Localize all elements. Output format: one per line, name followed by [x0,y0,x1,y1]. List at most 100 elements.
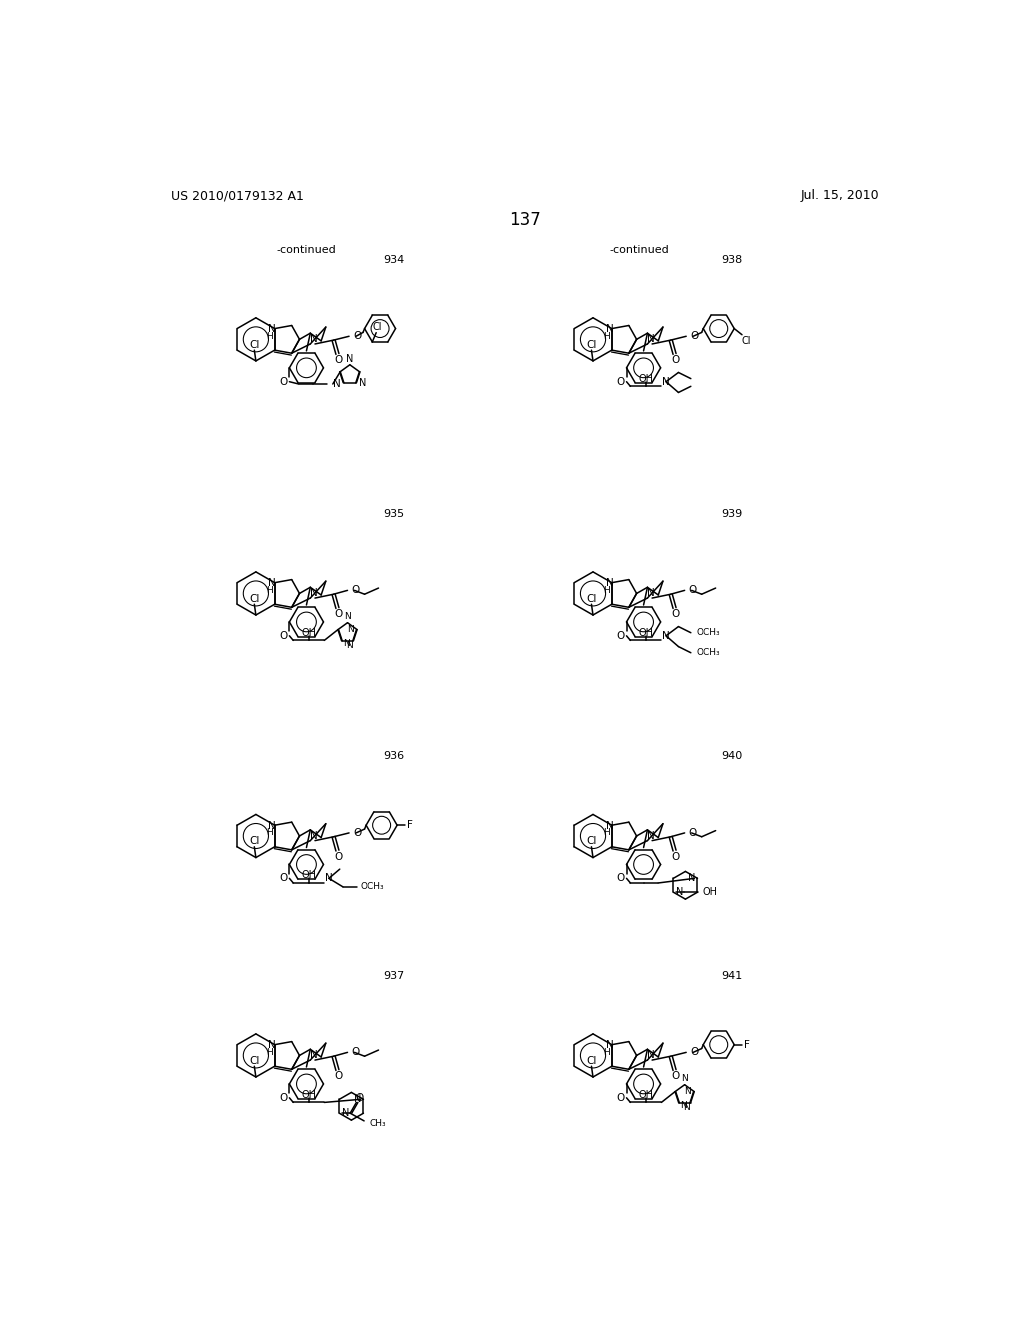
Text: N: N [342,1109,349,1118]
Text: Cl: Cl [741,335,751,346]
Text: O: O [355,1093,364,1102]
Text: 937: 937 [384,970,406,981]
Text: O: O [280,376,288,387]
Text: Cl: Cl [587,339,597,350]
Text: O: O [334,355,342,366]
Text: OH: OH [301,1090,316,1100]
Text: N: N [344,612,351,620]
Text: N: N [268,325,276,334]
Text: N: N [309,334,317,345]
Text: H: H [603,331,609,341]
Text: N: N [681,1074,688,1082]
Text: O: O [616,874,625,883]
Text: N: N [683,1104,690,1111]
Text: O: O [280,631,288,640]
Text: OH: OH [301,628,316,638]
Text: Jul. 15, 2010: Jul. 15, 2010 [801,189,880,202]
Text: N: N [343,639,349,648]
Text: N: N [605,325,613,334]
Text: N: N [346,642,353,649]
Text: -continued: -continued [609,244,670,255]
Text: N: N [647,334,654,345]
Text: H: H [266,331,272,341]
Text: O: O [616,631,625,640]
Text: Cl: Cl [249,837,259,846]
Text: Cl: Cl [249,339,259,350]
Text: O: O [334,610,342,619]
Text: N: N [309,832,317,841]
Text: O: O [690,1047,698,1057]
Text: 941: 941 [721,970,742,981]
Text: O: O [688,585,696,595]
Text: O: O [616,376,625,387]
Text: O: O [334,1072,342,1081]
Text: N: N [605,1040,613,1051]
Text: Cl: Cl [587,1056,597,1065]
Text: H: H [266,586,272,595]
Text: 934: 934 [384,255,406,264]
Text: O: O [671,610,680,619]
Text: O: O [671,851,680,862]
Text: O: O [280,874,288,883]
Text: N: N [268,578,276,589]
Text: OCH₃: OCH₃ [696,648,720,657]
Text: O: O [353,331,361,342]
Text: CH₃: CH₃ [370,1119,386,1129]
Text: OH: OH [638,1090,653,1100]
Text: OH: OH [301,870,316,880]
Text: 938: 938 [721,255,742,264]
Text: Cl: Cl [587,837,597,846]
Text: N: N [346,354,353,363]
Text: F: F [744,1040,751,1049]
Text: OCH₃: OCH₃ [696,628,720,638]
Text: Cl: Cl [249,594,259,603]
Text: O: O [671,1072,680,1081]
Text: N: N [347,626,353,634]
Text: H: H [603,1048,609,1057]
Text: O: O [671,355,680,366]
Text: O: O [690,331,698,342]
Text: H: H [603,829,609,837]
Text: Cl: Cl [373,322,383,333]
Text: N: N [605,821,613,832]
Text: Cl: Cl [587,594,597,603]
Text: O: O [351,1047,359,1057]
Text: Cl: Cl [249,1056,259,1065]
Text: N: N [309,589,317,598]
Text: O: O [280,1093,288,1102]
Text: 940: 940 [721,751,742,762]
Text: N: N [647,589,654,598]
Text: 936: 936 [384,751,404,762]
Text: US 2010/0179132 A1: US 2010/0179132 A1 [171,189,303,202]
Text: N: N [663,376,670,387]
Text: N: N [353,1094,361,1105]
Text: OH: OH [638,628,653,638]
Text: N: N [309,1051,317,1060]
Text: O: O [334,851,342,862]
Text: N: N [268,821,276,832]
Text: N: N [687,874,695,883]
Text: O: O [688,828,696,838]
Text: N: N [333,379,341,389]
Text: 935: 935 [384,508,404,519]
Text: N: N [359,378,367,388]
Text: O: O [616,1093,625,1102]
Text: O: O [351,585,359,595]
Text: N: N [647,832,654,841]
Text: H: H [266,1048,272,1057]
Text: H: H [603,586,609,595]
Text: O: O [353,828,361,838]
Text: H: H [266,829,272,837]
Text: OCH₃: OCH₃ [360,882,384,891]
Text: OH: OH [638,374,653,384]
Text: N: N [684,1088,690,1096]
Text: F: F [408,820,414,830]
Text: OH: OH [702,887,717,898]
Text: -continued: -continued [276,244,336,255]
Text: N: N [268,1040,276,1051]
Text: N: N [680,1101,687,1110]
Text: N: N [663,631,670,640]
Text: 137: 137 [509,211,541,228]
Text: N: N [676,887,683,898]
Text: N: N [325,874,333,883]
